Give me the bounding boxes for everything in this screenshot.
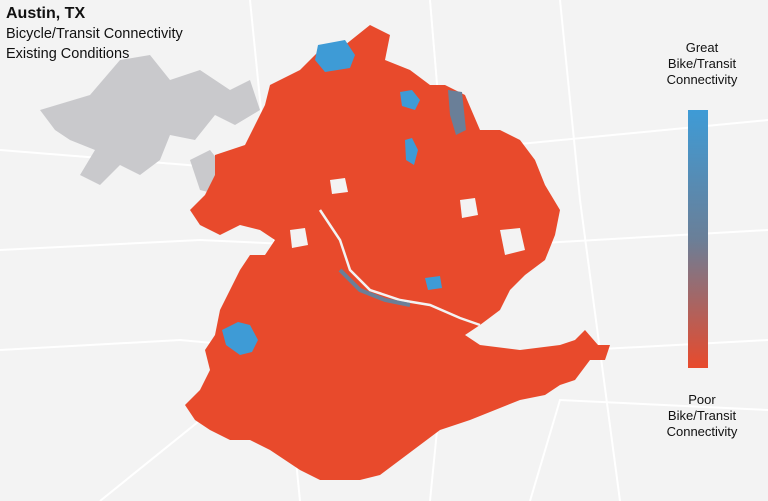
- legend-bottom-line-1: Poor: [688, 392, 716, 407]
- legend-top-label: Great Bike/Transit Connectivity: [660, 40, 744, 88]
- legend-color-bar: [688, 110, 708, 368]
- non-city-parcels: [290, 178, 525, 255]
- legend-bottom-line-3: Connectivity: [666, 424, 738, 439]
- area-great-central: [405, 138, 418, 165]
- river-mixed-segment: [338, 268, 411, 307]
- legend-bottom-line-2: Bike/Transit: [667, 408, 737, 423]
- area-great-north: [315, 40, 355, 72]
- colorado-river: [318, 209, 481, 327]
- legend-bottom-label: Poor Bike/Transit Connectivity: [660, 392, 744, 440]
- area-great-east: [425, 276, 442, 290]
- map-title: Austin, TX: [6, 5, 86, 22]
- legend-top-line-1: Great: [685, 40, 719, 55]
- area-great-northeast: [400, 90, 420, 110]
- map-subtitle-line-1: Bicycle/Transit Connectivity: [6, 26, 183, 42]
- map-title-block: Austin, TX Bicycle/Transit Connectivity …: [6, 4, 183, 64]
- lake-travis: [40, 55, 260, 185]
- area-mixed-corridor: [448, 90, 466, 135]
- legend-top-line-3: Connectivity: [666, 72, 738, 87]
- area-great-west: [222, 322, 258, 355]
- legend-top-line-2: Bike/Transit: [667, 56, 737, 71]
- city-area-poor: [185, 25, 610, 480]
- map-subtitle-line-2: Existing Conditions: [6, 46, 130, 62]
